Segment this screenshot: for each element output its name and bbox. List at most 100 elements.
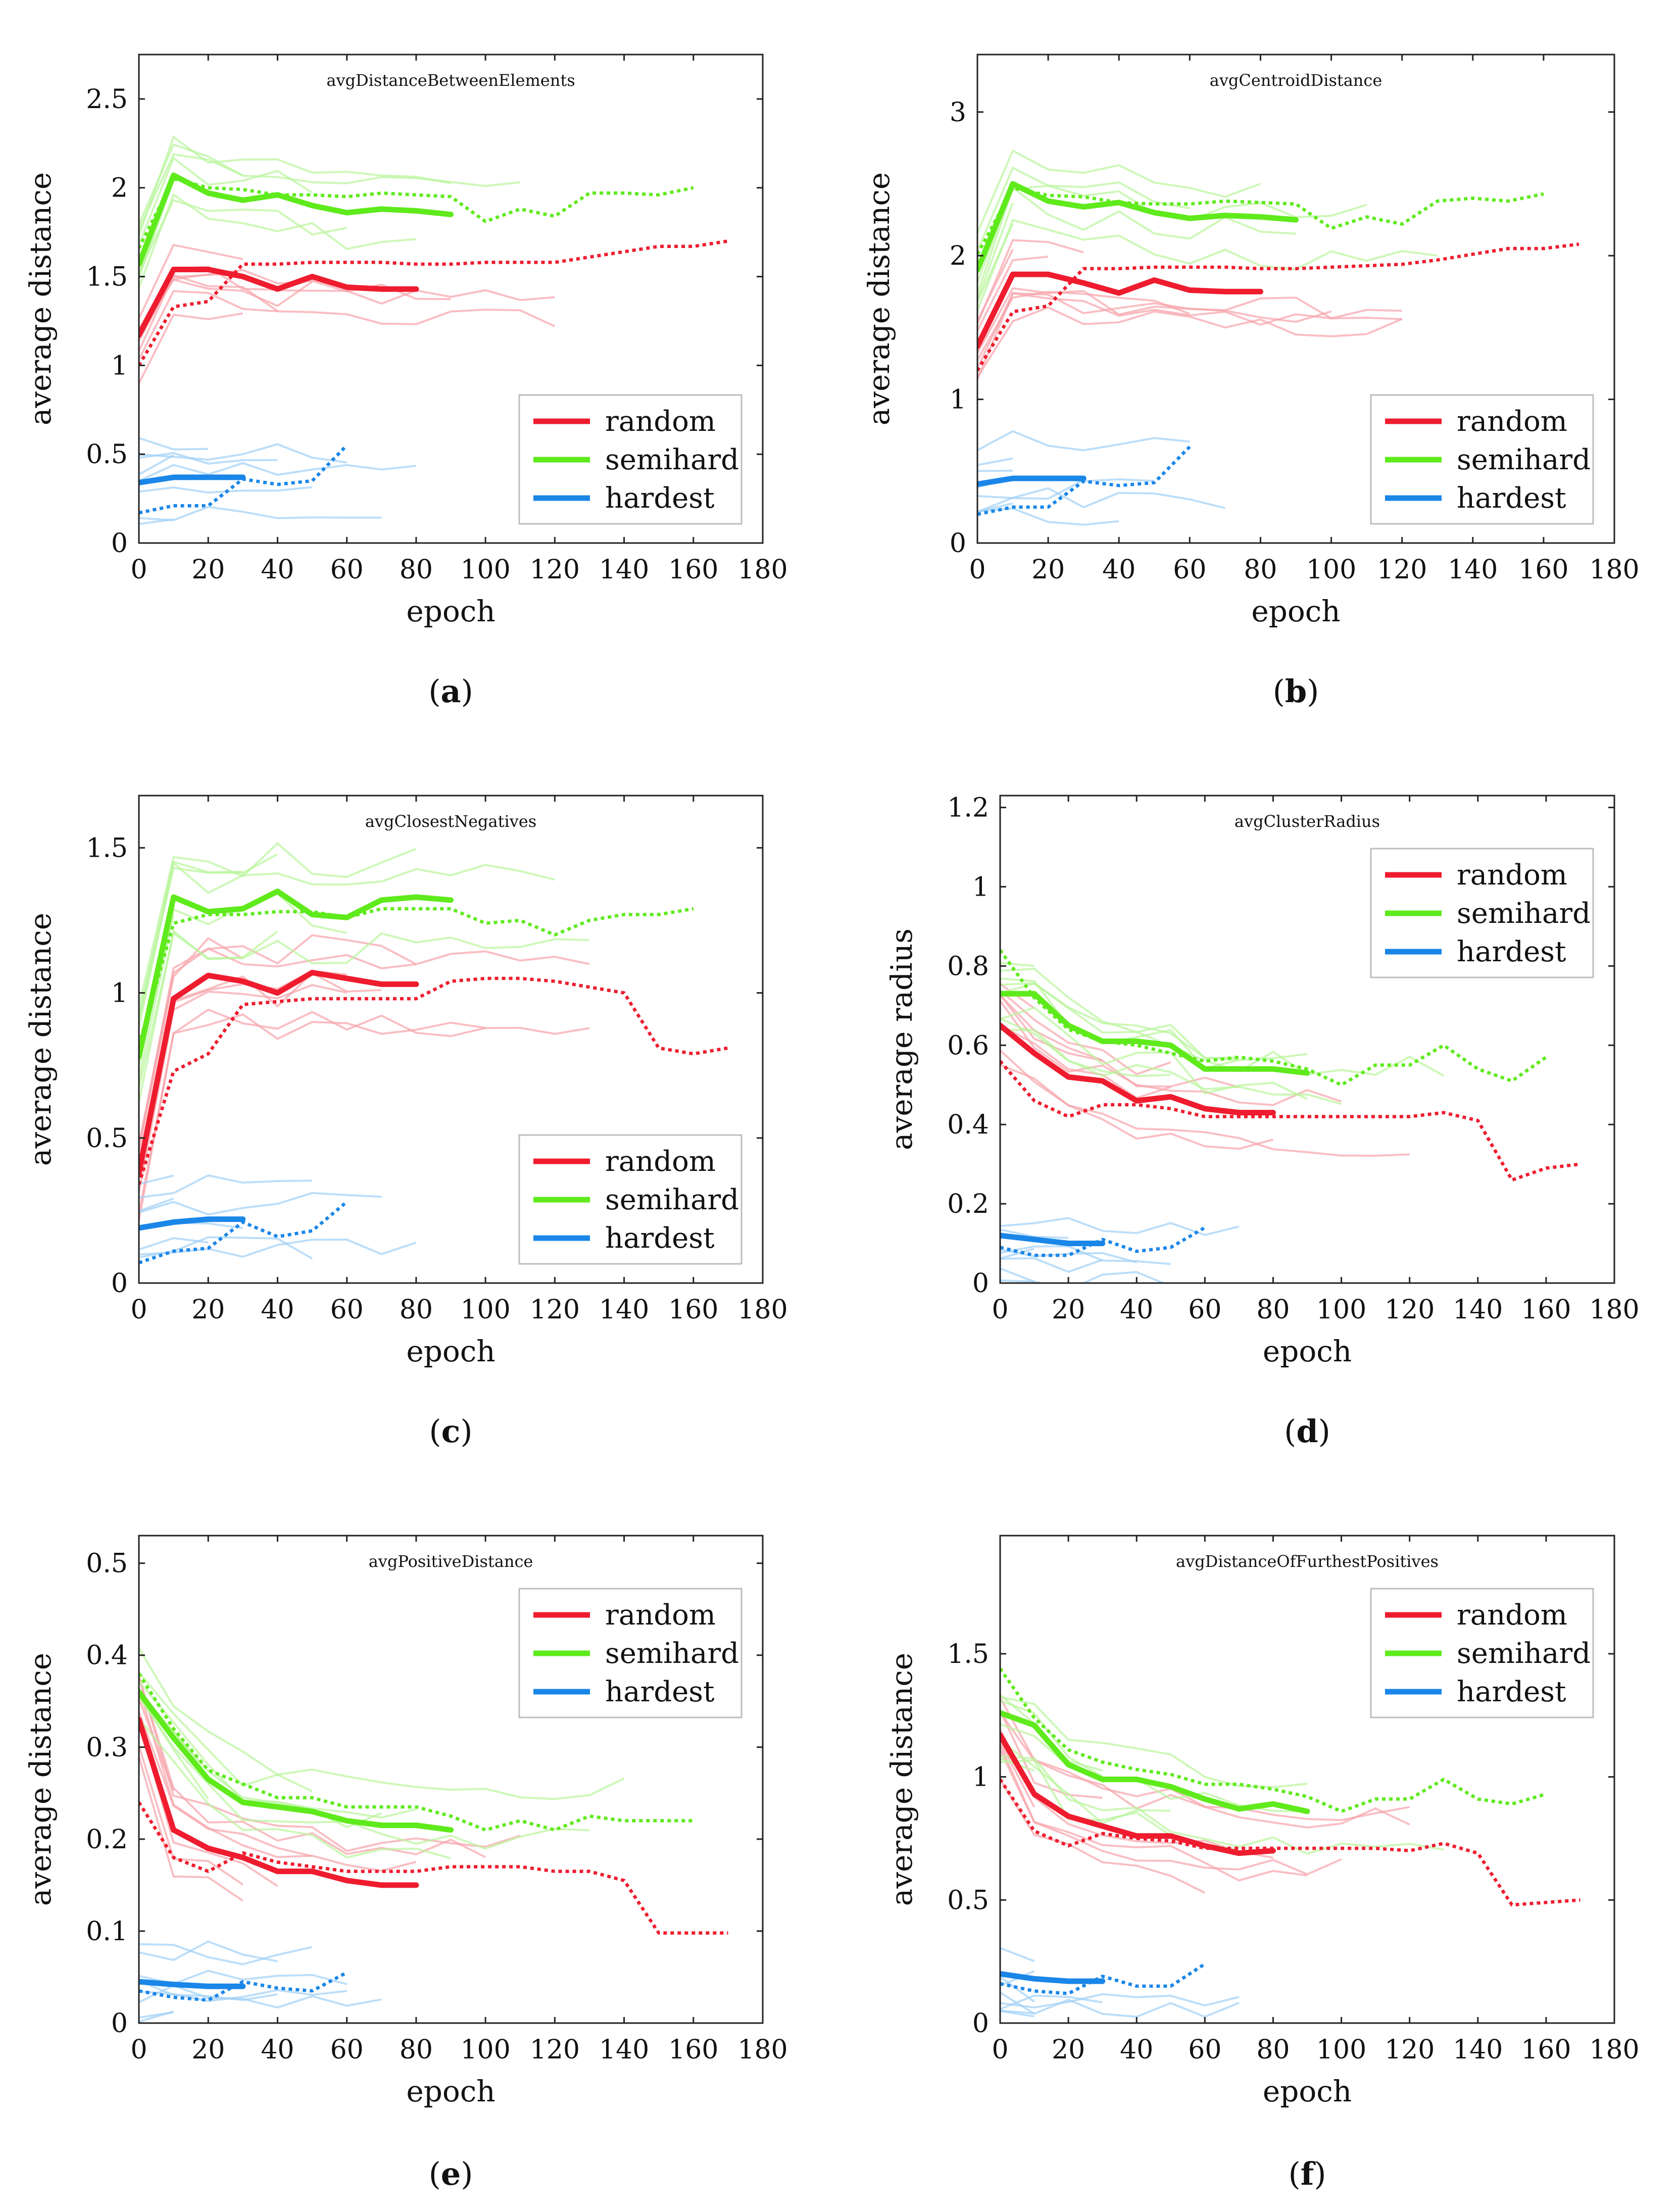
y-axis-label: average radius <box>884 928 919 1150</box>
faint-trace-hardest <box>139 518 174 525</box>
faint-trace-random <box>1000 1000 1342 1106</box>
x-tick-label: 40 <box>1120 2035 1153 2065</box>
faint-trace-random <box>139 1013 486 1221</box>
series-line-semihard-dotted <box>139 177 694 249</box>
faint-trace-semihard <box>1000 1028 1342 1105</box>
faint-trace-random <box>1000 1749 1342 1876</box>
y-tick-label: 0.2 <box>947 1189 989 1219</box>
x-axis-label: epoch <box>406 1334 495 1368</box>
x-tick-label: 40 <box>1120 1295 1153 1325</box>
legend-label-hardest: hardest <box>605 482 715 515</box>
faint-trace-hardest <box>1000 1976 1035 2003</box>
caption-letter: f <box>1301 2155 1316 2192</box>
series-line-semihard-dotted <box>139 1673 694 1832</box>
series-line-semihard-solid <box>139 172 454 267</box>
plot-frame <box>138 795 764 1284</box>
faint-trace-random <box>139 972 382 1170</box>
faint-trace-random <box>1000 1711 1410 1829</box>
x-tick-label: 20 <box>1031 555 1065 585</box>
x-tick-label: 180 <box>1589 555 1639 585</box>
faint-trace-random <box>139 1677 486 1858</box>
y-tick-label: 3 <box>950 97 966 128</box>
faint-trace-random <box>977 292 1332 369</box>
caption-letter: c <box>441 1413 461 1450</box>
faint-trace-random <box>139 1008 590 1214</box>
x-tick-label: 40 <box>261 555 294 585</box>
legend: random semihard hardest <box>1370 394 1594 525</box>
x-tick-label: 80 <box>400 1295 433 1325</box>
x-tick-label: 180 <box>1589 1295 1639 1325</box>
faint-trace-random <box>139 1676 521 1852</box>
y-tick-label: 1 <box>950 385 966 415</box>
panel-caption: (e) <box>429 2155 473 2192</box>
faint-trace-hardest <box>139 1192 382 1216</box>
caption-open-paren: ( <box>1288 2155 1300 2192</box>
series-line-semihard-solid <box>139 1689 454 1833</box>
plot-frame <box>138 1535 764 2024</box>
faint-trace-semihard <box>1000 962 1034 967</box>
panel-caption: (b) <box>1273 673 1319 710</box>
y-tick-label: 0.5 <box>86 439 128 470</box>
caption-open-paren: ( <box>1273 673 1285 710</box>
x-tick-label: 120 <box>530 2035 580 2065</box>
caption-open-paren: ( <box>428 673 440 710</box>
faint-trace-hardest <box>139 1943 313 1965</box>
faint-trace-hardest <box>977 457 1013 466</box>
y-tick-label: 2 <box>111 173 128 204</box>
x-tick-label: 140 <box>1453 1295 1503 1325</box>
faint-trace-semihard <box>139 860 243 1017</box>
panel-caption: (d) <box>1284 1413 1330 1450</box>
x-tick-label: 140 <box>599 555 649 585</box>
faint-trace-semihard <box>139 861 555 1028</box>
x-tick-label: 80 <box>1256 2035 1290 2065</box>
faint-trace-semihard <box>1000 967 1308 1061</box>
faint-trace-hardest <box>139 454 174 476</box>
faint-trace-random <box>139 290 556 360</box>
caption-close-paren: ) <box>1318 1413 1330 1450</box>
y-tick-label: 0 <box>111 528 128 559</box>
faint-trace-hardest <box>139 1238 417 1258</box>
x-axis-label: epoch <box>406 2074 495 2108</box>
y-tick-label: 0.5 <box>86 1123 128 1154</box>
panel-caption: (f) <box>1288 2155 1326 2192</box>
faint-trace-hardest <box>977 430 1190 452</box>
series-line-hardest-solid <box>139 1216 246 1231</box>
caption-close-paren: ) <box>1307 673 1319 710</box>
series-line-random-solid <box>139 969 419 1176</box>
caption-open-paren: ( <box>429 1413 441 1450</box>
faint-trace-random <box>1000 1049 1273 1150</box>
series-line-semihard-dotted <box>139 907 694 1046</box>
faint-trace-semihard <box>1000 982 1445 1077</box>
series-line-hardest-dotted <box>139 444 349 515</box>
faint-trace-hardest <box>1000 1991 1240 2018</box>
x-tick-label: 140 <box>1448 555 1498 585</box>
faint-traces <box>139 135 556 525</box>
x-tick-label: 60 <box>330 1295 364 1325</box>
legend-label-hardest: hardest <box>1457 482 1566 515</box>
faint-trace-semihard <box>139 931 589 1089</box>
series-group <box>1000 949 1581 1257</box>
x-tick-label: 0 <box>992 2035 1008 2065</box>
panel-title: avgClusterRadius <box>1234 812 1380 831</box>
y-tick-label: 1.5 <box>86 262 128 292</box>
legend-label-random: random <box>1457 859 1567 892</box>
series-line-random-dotted <box>977 242 1579 372</box>
caption-letter: d <box>1296 1413 1318 1450</box>
plot-frame <box>999 795 1615 1284</box>
legend-label-random: random <box>605 405 716 438</box>
legend: random semihard hardest <box>518 1134 743 1265</box>
faint-trace-semihard <box>977 219 1438 311</box>
series-line-random-solid <box>977 271 1263 349</box>
faint-trace-hardest <box>1000 1245 1171 1265</box>
x-tick-label: 120 <box>1385 1295 1435 1325</box>
x-tick-label: 20 <box>191 2035 225 2065</box>
faint-trace-random <box>139 1698 175 1791</box>
x-axis-label: epoch <box>1263 1334 1352 1368</box>
x-tick-label: 60 <box>330 2035 364 2065</box>
faint-trace-random <box>1000 1064 1410 1157</box>
series-line-hardest-dotted <box>1000 1962 1206 1995</box>
faint-trace-hardest <box>139 437 209 451</box>
faint-trace-hardest <box>1000 1248 1035 1260</box>
x-tick-label: 40 <box>261 1295 294 1325</box>
faint-trace-random <box>139 312 243 384</box>
